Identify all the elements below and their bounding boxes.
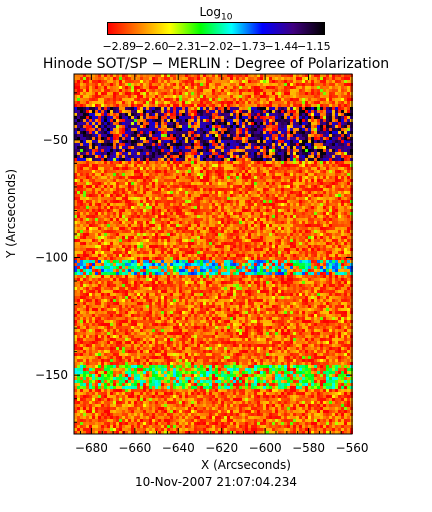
x-tick-label: −660 bbox=[118, 441, 151, 455]
colorbar-tick-label: −1.44 bbox=[264, 40, 299, 53]
x-tick-label: −600 bbox=[249, 441, 282, 455]
x-tick-label: −640 bbox=[162, 441, 195, 455]
colorbar-tick-label: −1.73 bbox=[232, 40, 266, 53]
y-tick-label: −50 bbox=[43, 133, 68, 147]
colorbar-tick-label: −2.02 bbox=[199, 40, 234, 53]
x-tick-label: −560 bbox=[336, 441, 369, 455]
x-tick-label: −680 bbox=[75, 441, 108, 455]
y-tick-label: −100 bbox=[35, 251, 68, 265]
plot-frame bbox=[73, 73, 353, 435]
timestamp: 10-Nov-2007 21:07:04.234 bbox=[135, 475, 297, 489]
colorbar-tick-label: −2.60 bbox=[134, 40, 169, 53]
colorbar-tick-label: −2.89 bbox=[102, 40, 137, 53]
y-axis-label: Y (Arcseconds) bbox=[4, 168, 18, 258]
x-tick-label: −620 bbox=[205, 441, 238, 455]
chart-title: Hinode SOT/SP − MERLIN : Degree of Polar… bbox=[42, 56, 390, 72]
heatmap-cells bbox=[74, 74, 353, 434]
y-tick-label: −150 bbox=[35, 368, 68, 382]
colorbar bbox=[107, 22, 325, 35]
colorbar-tick-label: −2.31 bbox=[167, 40, 201, 53]
colorbar-label: Log10 bbox=[199, 5, 233, 23]
x-axis-label: X (Arcseconds) bbox=[201, 458, 291, 472]
colorbar-tick-label: −1.15 bbox=[296, 40, 331, 53]
x-tick-label: −580 bbox=[292, 441, 325, 455]
colorbar-ticks: −2.89 −2.60 −2.31 −2.02 −1.73 −1.44 −1.15 bbox=[95, 40, 335, 54]
